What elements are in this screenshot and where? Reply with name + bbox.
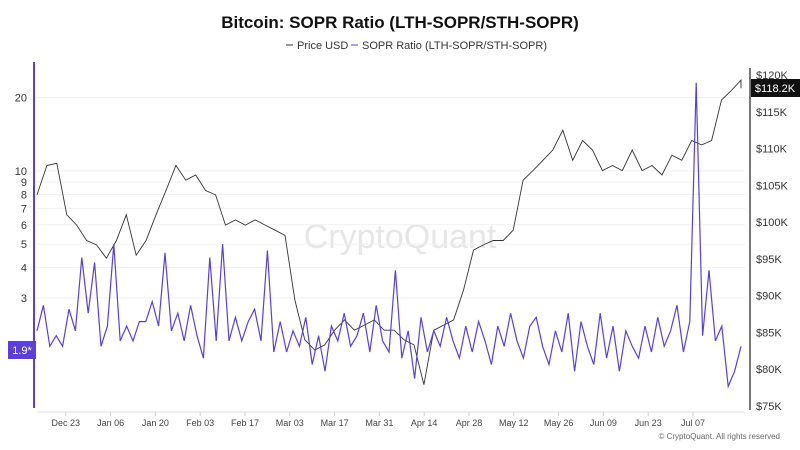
legend-sopr[interactable]: SOPR Ratio (LTH-SOPR/STH-SOPR): [362, 40, 547, 52]
x-tick-label: Apr 14: [411, 418, 438, 428]
right-tick-label: $75K: [756, 401, 782, 413]
x-tick-label: Apr 28: [456, 418, 483, 428]
x-tick-label: Mar 17: [321, 418, 349, 428]
x-tick-label: Dec 23: [52, 418, 81, 428]
left-tick-label: 5: [21, 239, 27, 251]
left-tick-label: 7: [21, 204, 27, 216]
x-tick-label: Mar 31: [365, 418, 393, 428]
x-tick-label: Jun 23: [635, 418, 662, 428]
left-tick-label: 6: [21, 220, 27, 232]
right-tick-label: $100K: [756, 217, 788, 229]
left-tick-label: 4: [21, 263, 27, 275]
left-tick-label: 10: [15, 166, 27, 178]
legend-price[interactable]: Price USD: [297, 40, 348, 52]
right-tick-label: $85K: [756, 327, 782, 339]
left-tick-label: 20: [15, 93, 27, 105]
right-tick-label: $115K: [756, 107, 788, 119]
x-tick-label: Jun 09: [590, 418, 617, 428]
right-tick-label: $95K: [756, 254, 782, 266]
x-tick-label: Jul 07: [681, 418, 705, 428]
left-tick-label: 9: [21, 177, 27, 189]
right-tick-label: $105K: [756, 180, 788, 192]
x-tick-label: Feb 17: [231, 418, 259, 428]
x-tick-label: Jan 20: [142, 418, 169, 428]
right-tick-label: $110K: [756, 144, 788, 156]
current-sopr-label: 1.9*: [12, 345, 32, 357]
x-tick-label: Mar 03: [276, 418, 304, 428]
copyright: © CryptoQuant. All rights reserved: [659, 432, 781, 441]
right-tick-label: $80K: [756, 364, 782, 376]
current-price-badge: [751, 79, 800, 97]
right-tick-label: $90K: [756, 291, 782, 303]
current-sopr-badge: [8, 341, 36, 359]
left-tick-label: 8: [21, 189, 27, 201]
chart-title: Bitcoin: SOPR Ratio (LTH-SOPR/STH-SOPR): [221, 13, 579, 32]
x-tick-label: Feb 03: [186, 418, 214, 428]
watermark: CryptoQuant: [304, 218, 497, 256]
current-price-label: $118.2K: [755, 83, 796, 95]
x-tick-label: Jan 06: [97, 418, 124, 428]
legend[interactable]: Price USD SOPR Ratio (LTH-SOPR/STH-SOPR): [286, 40, 547, 52]
left-tick-label: 3: [21, 293, 27, 305]
x-tick-label: May 12: [499, 418, 529, 428]
x-tick-label: May 26: [544, 418, 574, 428]
